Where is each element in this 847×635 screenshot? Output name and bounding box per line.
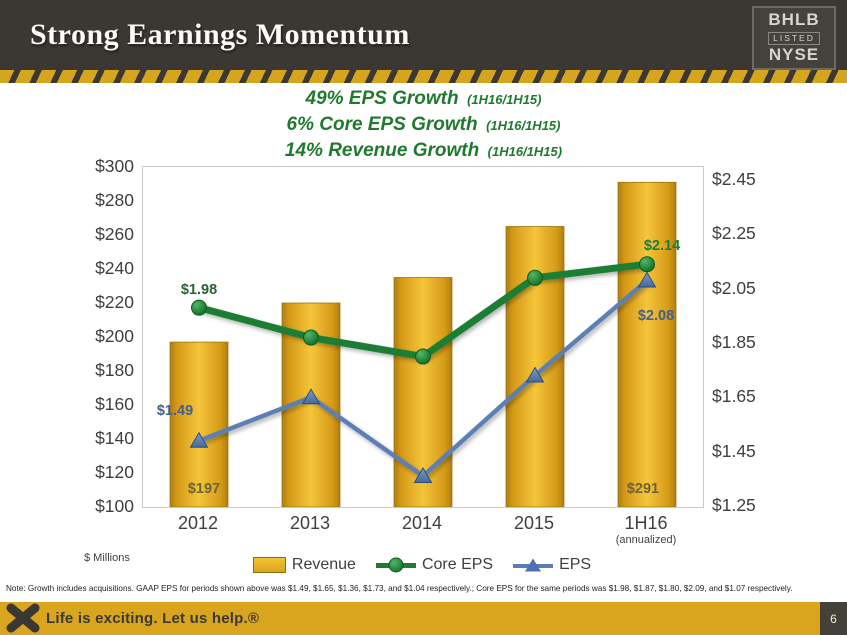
right-axis-tick: $1.45: [712, 440, 756, 461]
eps-swatch-icon: [513, 557, 554, 574]
right-axis-tick: $1.25: [712, 494, 756, 515]
left-axis-tick: $160: [95, 394, 134, 414]
core-eps-marker: [639, 256, 655, 273]
badge-listed: LISTED: [754, 30, 834, 45]
left-axis-tick: $260: [95, 224, 134, 244]
plot-area: $1.98 $1.49 $2.14 $2.08 $197 $291: [142, 166, 704, 508]
right-axis-tick: $2.05: [712, 277, 756, 298]
legend-label: Core EPS: [421, 556, 494, 573]
left-axis-tick: $120: [95, 462, 134, 482]
x-axis-label-2015: 2015: [513, 513, 555, 533]
page-number: 6: [820, 602, 847, 635]
legend-item-eps: EPS: [513, 556, 591, 574]
slide-header: Strong Earnings Momentum BHLB LISTED NYS…: [0, 0, 847, 70]
slide-footer: Life is exciting. Let us help.® 6: [0, 602, 847, 635]
eps-marker: [189, 431, 209, 448]
footnote: Note: Growth includes acquisitions. GAAP…: [6, 584, 793, 593]
core-eps-marker: [415, 348, 431, 365]
axis-units-label: $ Millions: [84, 552, 130, 564]
nyse-listed-badge: BHLB LISTED NYSE: [752, 6, 836, 70]
right-axis-tick: $1.85: [712, 331, 756, 352]
eps-marker: [301, 388, 321, 405]
highlight-main: 6% Core EPS Growth: [286, 114, 478, 135]
highlight-sub: (1H16/1H15): [487, 144, 563, 159]
highlight-main: 49% EPS Growth: [305, 88, 459, 109]
eps-marker: [637, 271, 657, 288]
badge-ticker: BHLB: [768, 10, 820, 29]
combo-chart: [169, 181, 677, 508]
left-axis-tick: $220: [95, 292, 134, 312]
x-axis-label-2012: 2012: [177, 513, 219, 533]
highlight-core-eps-growth: 6% Core EPS Growth (1H16/1H15): [0, 112, 847, 138]
highlight-sub: (1H16/1H15): [486, 118, 561, 133]
core-eps-swatch-icon: [375, 557, 416, 574]
core-eps-marker: [191, 299, 207, 316]
bank-x-logo-icon: [6, 603, 40, 633]
revenue-swatch-icon: [252, 557, 286, 573]
eps-marker: [413, 467, 433, 484]
left-axis-tick: $200: [95, 326, 134, 346]
x-axis-label-1h16: 1H16 (annualized): [615, 513, 677, 546]
x-axis-label-2014: 2014: [401, 513, 443, 533]
core-eps-marker: [527, 269, 543, 286]
legend-label: EPS: [559, 556, 592, 573]
tagline: Life is exciting. Let us help.®: [46, 610, 260, 627]
right-axis-tick: $2.45: [712, 169, 756, 190]
gold-stripe-ribbon: [0, 70, 847, 83]
highlight-revenue-growth: 14% Revenue Growth (1H16/1H15): [0, 138, 847, 164]
eps-marker: [525, 366, 545, 383]
left-axis-tick: $240: [95, 258, 134, 278]
revenue-bar: [617, 181, 677, 508]
left-axis-tick: $140: [95, 428, 134, 448]
x-axis-label-2013: 2013: [289, 513, 331, 533]
page-title: Strong Earnings Momentum: [30, 18, 410, 51]
legend-item-core-eps: Core EPS: [375, 556, 494, 574]
core-eps-marker: [303, 329, 319, 346]
badge-exchange: NYSE: [768, 45, 820, 64]
left-axis-tick: $300: [95, 156, 134, 176]
left-axis-tick: $280: [95, 190, 134, 210]
legend-item-revenue: Revenue: [252, 556, 356, 574]
legend-label: Revenue: [291, 556, 356, 573]
left-axis: $300 $280 $260 $240 $220 $200 $180 $160 $140 $120…: [56, 156, 134, 516]
growth-highlights: 49% EPS Growth (1H16/1H15) 6% Core EPS G…: [0, 86, 847, 164]
right-axis: $2.45 $2.25 $2.05 $1.85 $1.65 $1.45 $1.25: [712, 166, 784, 515]
x-axis-labels: 2012 2013 2014 2015 1H16 (annualized): [142, 512, 702, 554]
left-axis-tick: $100: [95, 496, 134, 516]
revenue-bar: [169, 341, 229, 508]
right-axis-tick: $2.25: [712, 223, 756, 244]
highlight-sub: (1H16/1H15): [467, 92, 542, 107]
highlight-eps-growth: 49% EPS Growth (1H16/1H15): [0, 86, 847, 112]
legend: Revenue Core EPS EPS: [142, 552, 702, 578]
highlight-main: 14% Revenue Growth: [284, 140, 480, 161]
left-axis-tick: $180: [95, 360, 134, 380]
badge-listed-label: LISTED: [768, 32, 820, 45]
right-axis-tick: $1.65: [712, 386, 756, 407]
